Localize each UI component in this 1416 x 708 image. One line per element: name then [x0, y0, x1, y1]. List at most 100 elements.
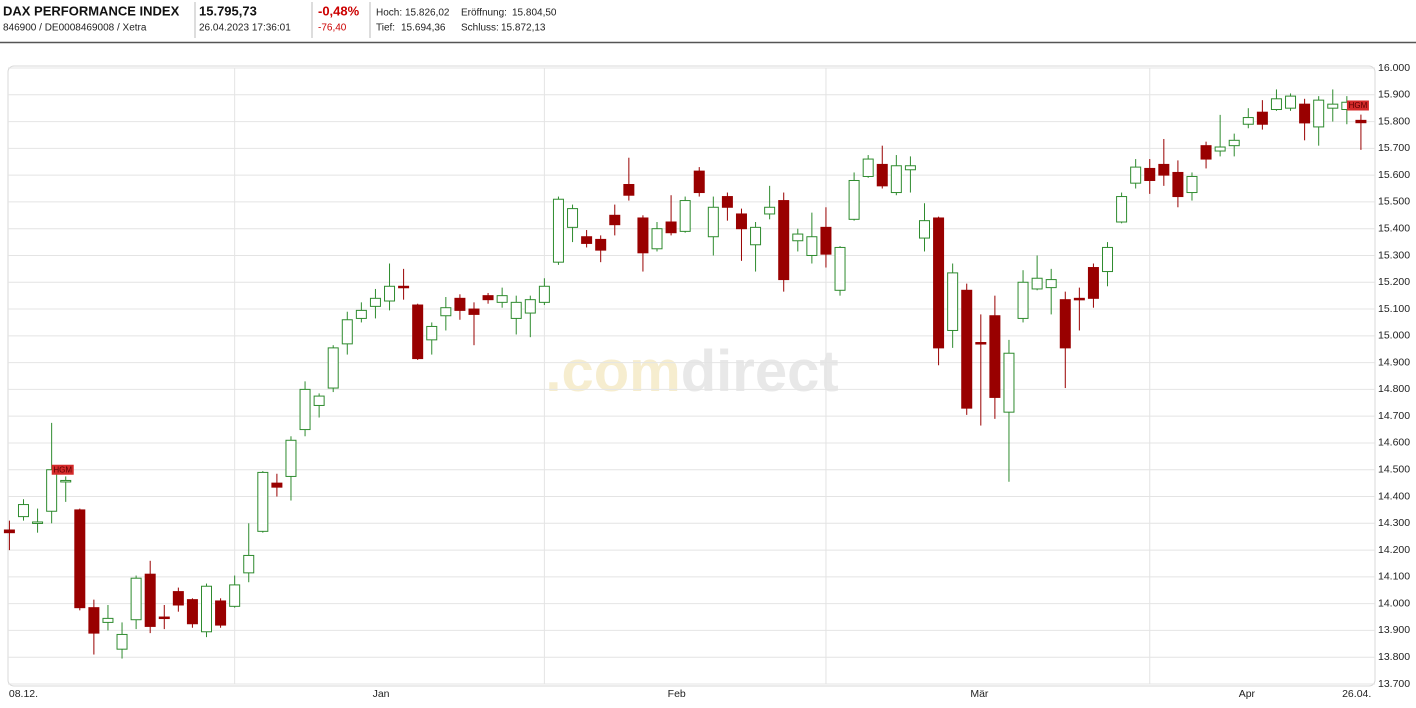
- candle-body: [1270, 98, 1282, 111]
- candle-body: [1285, 95, 1297, 109]
- candle-body: [1158, 163, 1170, 176]
- candle-body: [848, 179, 860, 220]
- candle-body: [412, 304, 424, 360]
- candle-body: [355, 309, 367, 319]
- high-value: 15.826,02: [405, 8, 450, 19]
- timestamp: 26.04.2023 17:36:01: [199, 23, 291, 34]
- candle-body: [1017, 281, 1029, 319]
- close-label: Schluss:: [461, 23, 499, 34]
- candle-body: [918, 220, 930, 239]
- candle-body: [764, 206, 776, 215]
- candle-body: [1200, 145, 1212, 160]
- candle-body: [102, 617, 114, 623]
- candle-body: [201, 585, 213, 633]
- y-tick-label: 14.900: [1378, 356, 1410, 368]
- candle-body: [1186, 175, 1198, 194]
- candle-body: [482, 295, 494, 301]
- candle-body: [961, 289, 973, 409]
- candle-body: [1045, 279, 1057, 289]
- candle-body: [1355, 119, 1367, 124]
- candle-body: [665, 221, 677, 234]
- open-label: Eröffnung:: [461, 8, 507, 19]
- x-tick-label: Apr: [1239, 688, 1256, 700]
- candle-body: [454, 297, 466, 311]
- candle-body: [890, 165, 902, 194]
- y-tick-label: 15.800: [1378, 115, 1410, 127]
- candle-body: [609, 214, 621, 226]
- y-tick-label: 15.200: [1378, 276, 1410, 288]
- plot-frame: [7, 65, 1376, 687]
- low-value: 15.694,36: [401, 23, 446, 34]
- candle-body: [820, 226, 832, 255]
- last-price: 15.795,73: [199, 3, 257, 18]
- candle-body: [215, 600, 227, 626]
- candle-body: [88, 607, 100, 634]
- candle-body: [1214, 146, 1226, 152]
- high-label: Hoch:: [376, 8, 402, 19]
- candle-body: [721, 196, 733, 208]
- candle-body: [581, 236, 593, 244]
- candle-body: [327, 347, 339, 389]
- candle-body: [862, 158, 874, 177]
- y-tick-label: 15.500: [1378, 196, 1410, 208]
- candle-body: [637, 217, 649, 254]
- candle-body: [567, 208, 579, 228]
- candle-body: [651, 228, 663, 250]
- candle-body: [947, 272, 959, 331]
- annotation: HGM: [1349, 101, 1368, 110]
- candle-body: [735, 213, 747, 230]
- y-tick-label: 14.000: [1378, 597, 1410, 609]
- candle-body: [904, 165, 916, 171]
- watermark-part: .com: [545, 339, 680, 404]
- candle-body: [876, 163, 888, 187]
- candle-body: [74, 509, 86, 609]
- candle-body: [172, 591, 184, 606]
- candle-body: [750, 226, 762, 246]
- candle-body: [32, 521, 44, 524]
- candle-body: [313, 395, 325, 406]
- candle-body: [806, 236, 818, 256]
- candle-body: [229, 584, 241, 607]
- change-percent: -0,48%: [318, 3, 360, 18]
- candlestick-chart: 13.700 13.800 13.900 14.000 14.100 14.200 14.3…: [3, 62, 1410, 700]
- y-tick-label: 13.800: [1378, 651, 1410, 663]
- candle-body: [1059, 299, 1071, 349]
- y-tick-label: 14.700: [1378, 410, 1410, 422]
- candle-body: [186, 599, 198, 625]
- candle-body: [130, 577, 142, 621]
- watermark: .comdirect: [545, 339, 838, 404]
- candle-body: [1299, 103, 1311, 124]
- y-tick-label: 15.000: [1378, 330, 1410, 342]
- candle-body: [3, 529, 15, 534]
- candle-body: [299, 388, 311, 431]
- candle-body: [243, 554, 255, 574]
- y-tick-label: 14.800: [1378, 383, 1410, 395]
- candle-body: [158, 616, 170, 620]
- instrument-ids: 846900 / DE0008469008 / Xetra: [3, 23, 147, 34]
- candle-body: [17, 504, 29, 518]
- candle-body: [975, 342, 987, 345]
- candle-body: [1130, 166, 1142, 184]
- candle-body: [1172, 171, 1184, 198]
- candle-body: [468, 308, 480, 315]
- candle-body: [257, 471, 269, 532]
- y-tick-label: 16.000: [1378, 62, 1410, 74]
- y-tick-label: 15.700: [1378, 142, 1410, 154]
- candle-body: [440, 307, 452, 317]
- candle-body: [384, 285, 396, 302]
- candle-body: [538, 285, 550, 303]
- candle-body: [116, 633, 128, 650]
- candle-body: [60, 479, 72, 483]
- candle-body: [1003, 352, 1015, 413]
- candle-body: [693, 170, 705, 194]
- candle-body: [707, 206, 719, 238]
- candle-body: [1327, 103, 1339, 109]
- y-tick-label: 13.700: [1378, 678, 1410, 690]
- candle-body: [1087, 267, 1099, 299]
- candle-body: [595, 238, 607, 251]
- x-tick-label: Mär: [970, 688, 989, 700]
- instrument-name: DAX PERFORMANCE INDEX: [3, 3, 180, 18]
- y-tick-label: 14.200: [1378, 544, 1410, 556]
- watermark-part: direct: [681, 339, 839, 404]
- y-tick-label: 14.600: [1378, 437, 1410, 449]
